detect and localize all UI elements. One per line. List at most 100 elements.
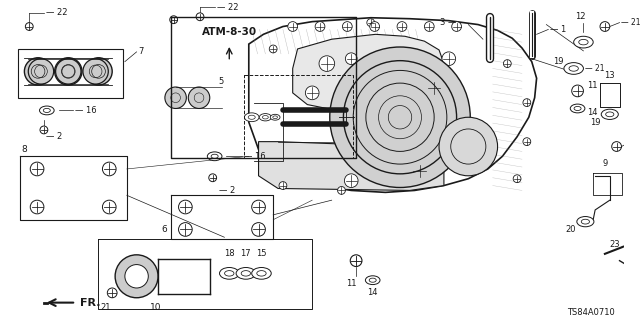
Circle shape	[572, 85, 584, 97]
Text: — 22: — 22	[46, 8, 67, 17]
Ellipse shape	[262, 116, 268, 119]
Text: 3 —: 3 —	[440, 18, 456, 27]
Text: 13: 13	[604, 71, 615, 80]
Ellipse shape	[569, 66, 579, 71]
Text: — 1: — 1	[550, 25, 566, 34]
Text: 10: 10	[150, 303, 162, 312]
Circle shape	[350, 255, 362, 267]
Text: — 2: — 2	[218, 186, 235, 195]
Circle shape	[337, 108, 356, 127]
Circle shape	[102, 162, 116, 176]
Text: 19: 19	[554, 57, 564, 66]
Circle shape	[330, 47, 470, 188]
Circle shape	[179, 200, 192, 214]
Circle shape	[252, 223, 266, 236]
Circle shape	[305, 86, 319, 100]
Circle shape	[179, 223, 192, 236]
Circle shape	[85, 58, 112, 85]
Ellipse shape	[252, 268, 271, 279]
FancyBboxPatch shape	[17, 49, 123, 98]
Circle shape	[288, 22, 298, 31]
Text: 12: 12	[575, 12, 586, 21]
Text: FR.: FR.	[80, 298, 100, 308]
Ellipse shape	[601, 109, 618, 119]
Circle shape	[315, 22, 325, 31]
Ellipse shape	[581, 219, 589, 224]
Ellipse shape	[570, 104, 585, 113]
Circle shape	[196, 13, 204, 21]
Circle shape	[504, 60, 511, 68]
Circle shape	[209, 174, 216, 182]
Circle shape	[523, 99, 531, 107]
Ellipse shape	[40, 106, 54, 115]
Text: ATM-8-30: ATM-8-30	[202, 28, 257, 37]
Text: TS84A0710: TS84A0710	[567, 308, 614, 317]
Circle shape	[30, 200, 44, 214]
Text: 23: 23	[609, 240, 620, 249]
Ellipse shape	[577, 217, 594, 227]
Circle shape	[26, 23, 33, 30]
Circle shape	[319, 56, 335, 71]
Text: — 16: — 16	[244, 152, 266, 161]
Text: 9: 9	[602, 159, 607, 168]
Text: — 22: — 22	[216, 3, 238, 12]
Circle shape	[102, 200, 116, 214]
Circle shape	[342, 22, 352, 31]
Ellipse shape	[605, 112, 614, 117]
Polygon shape	[292, 34, 444, 112]
Circle shape	[28, 59, 54, 84]
Text: 14: 14	[588, 108, 598, 117]
Ellipse shape	[273, 116, 278, 119]
Circle shape	[346, 53, 357, 65]
Text: 8: 8	[22, 145, 28, 154]
Circle shape	[412, 163, 428, 179]
Ellipse shape	[579, 39, 588, 45]
Ellipse shape	[248, 115, 255, 119]
Circle shape	[125, 265, 148, 288]
Circle shape	[426, 80, 442, 96]
Circle shape	[370, 22, 380, 31]
Ellipse shape	[211, 154, 218, 158]
Circle shape	[344, 174, 358, 188]
Polygon shape	[249, 18, 536, 192]
Text: — 21: — 21	[621, 18, 640, 27]
Circle shape	[523, 138, 531, 146]
Circle shape	[40, 126, 48, 134]
Circle shape	[424, 22, 434, 31]
Text: 5: 5	[218, 77, 224, 86]
Circle shape	[397, 22, 407, 31]
Text: 21: 21	[100, 303, 111, 312]
Circle shape	[170, 16, 177, 24]
Ellipse shape	[241, 271, 250, 276]
Text: — 21: — 21	[586, 64, 605, 73]
Circle shape	[165, 87, 186, 108]
Circle shape	[269, 45, 277, 53]
Circle shape	[30, 162, 44, 176]
Ellipse shape	[225, 271, 234, 276]
Ellipse shape	[574, 107, 581, 110]
Circle shape	[439, 117, 497, 176]
Text: 7: 7	[138, 47, 144, 56]
Ellipse shape	[365, 276, 380, 284]
Polygon shape	[259, 142, 444, 190]
Ellipse shape	[44, 108, 51, 112]
Ellipse shape	[259, 114, 271, 121]
Text: 6: 6	[161, 225, 167, 234]
Circle shape	[452, 22, 461, 31]
Circle shape	[337, 187, 346, 194]
Text: — 4: — 4	[356, 86, 372, 95]
Circle shape	[252, 200, 266, 214]
Text: 19: 19	[591, 118, 601, 127]
Text: — 16: — 16	[75, 106, 97, 115]
Circle shape	[279, 182, 287, 189]
Circle shape	[83, 59, 108, 84]
Ellipse shape	[369, 278, 376, 282]
Text: 17: 17	[241, 249, 251, 258]
Text: 20: 20	[565, 225, 575, 234]
Ellipse shape	[220, 268, 239, 279]
Circle shape	[188, 87, 210, 108]
Circle shape	[115, 255, 158, 298]
Ellipse shape	[244, 113, 259, 122]
Ellipse shape	[257, 271, 266, 276]
Circle shape	[108, 288, 117, 298]
